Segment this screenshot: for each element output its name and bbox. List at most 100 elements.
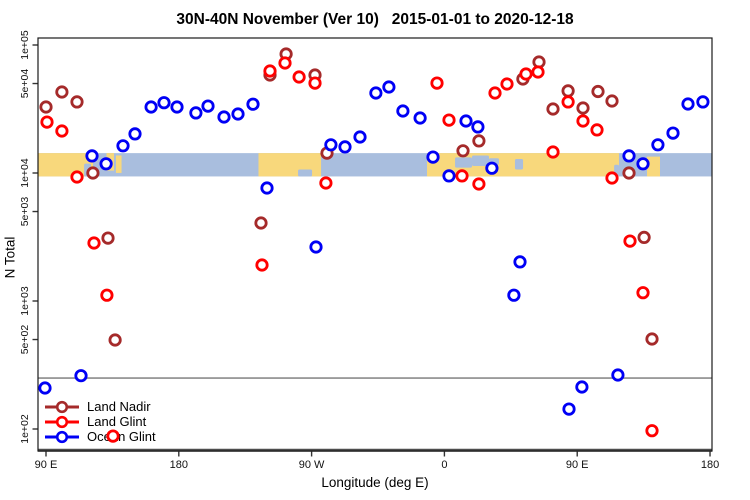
data-point-land_glint	[70, 170, 84, 184]
y-tick-label: 1e+05	[19, 30, 31, 60]
data-point-land_glint	[576, 114, 590, 128]
data-point-ocean_glint	[459, 114, 473, 128]
data-point-ocean_glint	[485, 161, 499, 175]
data-point-ocean_glint	[353, 130, 367, 144]
legend-label-land-glint: Land Glint	[87, 414, 147, 429]
data-point-land_nadir	[108, 333, 122, 347]
data-point-land_glint	[263, 64, 277, 78]
data-point-ocean_glint	[144, 100, 158, 114]
x-axis-label: Longitude (deg E)	[321, 475, 429, 490]
legend: Land Nadir Land Glint Ocean Glint	[44, 399, 156, 444]
legend-item-land-nadir: Land Nadir	[44, 399, 156, 414]
data-point-ocean_glint	[246, 97, 260, 111]
y-tick-label: 1e+02	[19, 414, 31, 444]
data-point-land_nadir	[70, 95, 84, 109]
legend-item-land-glint: Land Glint	[44, 414, 156, 429]
data-point-ocean_glint	[681, 97, 695, 111]
x-tick-label: 90 E	[566, 459, 589, 471]
x-tick-label: 90 E	[35, 459, 58, 471]
data-point-land_nadir	[254, 216, 268, 230]
data-point-land_glint	[472, 177, 486, 191]
data-point-ocean_glint	[324, 138, 338, 152]
x-tick-label: 180	[701, 459, 719, 471]
data-point-ocean_glint	[622, 149, 636, 163]
data-point-land_nadir	[591, 84, 605, 99]
data-point-ocean_glint	[201, 99, 215, 113]
data-point-land_glint	[488, 86, 502, 100]
map-band-sea	[472, 155, 489, 166]
data-point-ocean_glint	[426, 150, 440, 164]
map-band-land	[115, 155, 122, 173]
data-point-land_nadir	[55, 85, 69, 99]
y-tick-label: 1e+03	[19, 286, 31, 316]
data-point-ocean_glint	[85, 149, 99, 163]
data-point-land_glint	[605, 171, 619, 185]
data-point-land_glint	[87, 236, 101, 250]
data-point-land_glint	[40, 115, 54, 129]
data-point-land_glint	[636, 286, 650, 300]
data-point-land_glint	[500, 77, 514, 91]
data-point-ocean_glint	[74, 369, 88, 383]
data-point-land_glint	[292, 70, 306, 84]
data-point-land_glint	[531, 65, 545, 79]
data-point-land_glint	[623, 234, 637, 248]
data-point-ocean_glint	[116, 139, 130, 153]
data-point-ocean_glint	[696, 95, 710, 109]
data-point-ocean_glint	[513, 255, 527, 269]
map-band-land	[647, 156, 660, 177]
data-point-land_glint	[430, 76, 444, 90]
y-tick-label: 5e+03	[19, 197, 31, 227]
map-band-land	[38, 153, 94, 177]
legend-circle-icon	[55, 430, 69, 443]
data-point-land_glint	[645, 424, 659, 438]
data-point-land_glint	[442, 113, 456, 127]
data-point-land_nadir	[101, 231, 115, 245]
legend-label-ocean-glint: Ocean Glint	[87, 429, 156, 444]
ocean-glint-symbol	[45, 430, 79, 443]
data-point-ocean_glint	[369, 86, 383, 100]
data-point-land_nadir	[546, 102, 560, 116]
data-point-land_glint	[590, 123, 604, 137]
y-tick-label: 5e+04	[19, 69, 31, 99]
legend-label-land-nadir: Land Nadir	[87, 399, 151, 414]
data-point-ocean_glint	[575, 380, 589, 394]
data-point-ocean_glint	[99, 157, 113, 171]
data-point-ocean_glint	[260, 181, 274, 195]
y-tick-label: 5e+02	[19, 325, 31, 355]
data-point-land_nadir	[561, 84, 575, 98]
land-glint-symbol	[45, 415, 79, 428]
legend-circle-icon	[55, 400, 69, 413]
data-point-ocean_glint	[666, 126, 680, 140]
data-point-land_nadir	[39, 100, 53, 114]
data-point-land_nadir	[605, 94, 619, 108]
y-tick-label: 1e+04	[19, 158, 31, 188]
data-point-ocean_glint	[309, 240, 323, 254]
plot-border	[37, 37, 713, 452]
data-point-land_nadir	[645, 332, 659, 346]
land-nadir-symbol	[45, 400, 79, 413]
data-point-land_nadir	[637, 230, 651, 244]
data-point-ocean_glint	[128, 127, 142, 141]
x-tick-label: 0	[441, 459, 447, 471]
data-point-ocean_glint	[189, 106, 203, 120]
data-point-ocean_glint	[338, 140, 352, 154]
data-point-ocean_glint	[396, 104, 410, 118]
data-point-ocean_glint	[382, 80, 396, 94]
data-point-ocean_glint	[651, 138, 665, 152]
data-point-land_glint	[100, 288, 114, 302]
map-band-sea	[298, 169, 313, 177]
data-point-land_glint	[519, 67, 533, 81]
chart-title: 30N-40N November (Ver 10) 2015-01-01 to …	[176, 11, 574, 28]
data-point-land_glint	[455, 169, 469, 183]
data-point-land_glint	[55, 124, 69, 138]
data-point-land_glint	[308, 76, 322, 90]
data-point-ocean_glint	[38, 381, 52, 395]
data-point-land_glint	[319, 176, 333, 190]
legend-circle-icon	[55, 415, 69, 428]
data-point-ocean_glint	[157, 96, 171, 110]
y-axis-label: N Total	[2, 236, 18, 279]
map-band-sea	[514, 158, 524, 170]
data-point-land_glint	[106, 429, 120, 443]
